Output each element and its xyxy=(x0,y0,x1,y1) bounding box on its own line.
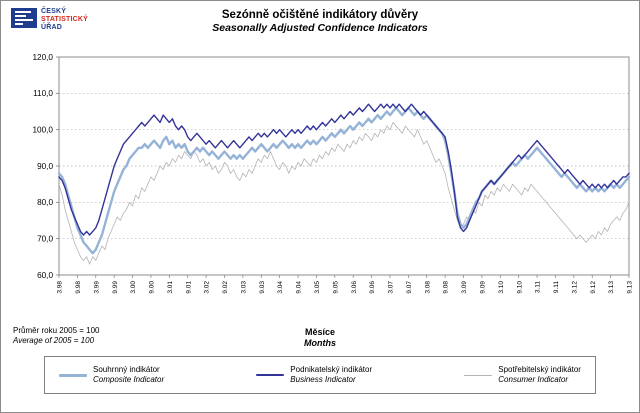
legend-label-composite-en: Composite Indicator xyxy=(93,375,165,384)
composite-line-swatch xyxy=(59,373,87,377)
legend-label-business: Podnikatelský indikátor Business Indicat… xyxy=(290,365,372,385)
svg-text:9.09: 9.09 xyxy=(480,281,487,294)
xaxis-title: Měsíce Months xyxy=(1,324,639,349)
footnote-cs: Průměr roku 2005 = 100 xyxy=(13,326,100,335)
svg-text:9.98: 9.98 xyxy=(75,281,82,294)
svg-text:70,0: 70,0 xyxy=(37,234,53,243)
svg-text:3.02: 3.02 xyxy=(204,281,211,294)
svg-text:9.05: 9.05 xyxy=(332,281,339,294)
svg-text:3.07: 3.07 xyxy=(388,281,395,294)
svg-text:3.00: 3.00 xyxy=(130,281,137,294)
confidence-indicators-chart: 60,0 70,0 80,0 90,0 100,0 110,0 120,0 3.98 9.98 3… xyxy=(33,53,634,294)
legend: Souhrnný indikátor Composite Indicator P… xyxy=(44,356,596,394)
svg-text:3.98: 3.98 xyxy=(57,281,64,294)
legend-item-business: Podnikatelský indikátor Business Indicat… xyxy=(256,365,372,385)
svg-text:9.01: 9.01 xyxy=(185,281,192,294)
czso-logo: ČESKÝ STATISTICKÝ ÚŘAD xyxy=(11,8,88,32)
header: ČESKÝ STATISTICKÝ ÚŘAD Sezónně očištěné … xyxy=(1,1,639,49)
czso-logo-text: ČESKÝ STATISTICKÝ ÚŘAD xyxy=(41,8,88,32)
svg-text:3.12: 3.12 xyxy=(571,281,578,294)
svg-text:3.99: 3.99 xyxy=(93,281,100,294)
legend-label-consumer: Spotřebitelský indikátor Consumer Indica… xyxy=(498,365,581,385)
logo-line-3: ÚŘAD xyxy=(41,24,63,31)
legend-label-consumer-en: Consumer Indicator xyxy=(498,375,569,384)
svg-text:110,0: 110,0 xyxy=(33,89,53,98)
svg-text:3.11: 3.11 xyxy=(535,281,542,294)
chart-area: 60,0 70,0 80,0 90,0 100,0 110,0 120,0 3.98 9.98 3… xyxy=(1,49,639,322)
chart-title-cs: Sezónně očištěné indikátory důvěry xyxy=(221,9,419,21)
svg-text:100,0: 100,0 xyxy=(33,125,54,134)
svg-text:3.06: 3.06 xyxy=(351,281,358,294)
czso-logo-mark-icon xyxy=(11,8,37,28)
legend-label-composite-cs: Souhrnný indikátor xyxy=(93,365,160,374)
svg-text:3.08: 3.08 xyxy=(424,281,431,294)
footnote: Průměr roku 2005 = 100 Average of 2005 =… xyxy=(13,326,100,346)
svg-text:9.07: 9.07 xyxy=(406,281,413,294)
svg-text:9.03: 9.03 xyxy=(259,281,266,294)
logo-line-1: ČESKÝ xyxy=(41,8,67,15)
legend-label-business-en: Business Indicator xyxy=(290,375,356,384)
legend-item-composite: Souhrnný indikátor Composite Indicator xyxy=(59,365,164,385)
svg-text:90,0: 90,0 xyxy=(37,162,53,171)
legend-label-composite: Souhrnný indikátor Composite Indicator xyxy=(93,365,164,385)
business-line-swatch xyxy=(256,374,285,376)
svg-text:9.12: 9.12 xyxy=(590,281,597,294)
svg-text:120,0: 120,0 xyxy=(33,53,54,62)
svg-text:9.04: 9.04 xyxy=(296,281,303,294)
axis-row: Průměr roku 2005 = 100 Average of 2005 =… xyxy=(1,324,639,354)
svg-text:3.05: 3.05 xyxy=(314,281,321,294)
svg-text:3.10: 3.10 xyxy=(498,281,505,294)
svg-text:9.11: 9.11 xyxy=(553,281,560,294)
svg-text:9.10: 9.10 xyxy=(516,281,523,294)
legend-label-business-cs: Podnikatelský indikátor xyxy=(290,365,373,374)
svg-text:3.13: 3.13 xyxy=(608,281,615,294)
consumer-line-swatch xyxy=(464,374,493,376)
xaxis-title-en: Months xyxy=(304,338,336,348)
svg-text:9.02: 9.02 xyxy=(222,281,229,294)
chart-title-en: Seasonally Adjusted Confidence Indicator… xyxy=(212,22,428,34)
svg-text:60,0: 60,0 xyxy=(37,271,53,280)
svg-text:80,0: 80,0 xyxy=(37,198,53,207)
svg-text:3.01: 3.01 xyxy=(167,281,174,294)
legend-item-consumer: Spotřebitelský indikátor Consumer Indica… xyxy=(464,365,581,385)
svg-text:9.06: 9.06 xyxy=(369,281,376,294)
svg-text:3.03: 3.03 xyxy=(240,281,247,294)
legend-label-consumer-cs: Spotřebitelský indikátor xyxy=(498,365,581,374)
svg-text:9.99: 9.99 xyxy=(112,281,119,294)
svg-text:3.04: 3.04 xyxy=(277,281,284,294)
logo-line-2: STATISTICKÝ xyxy=(41,16,89,23)
chart-titles: Sezónně očištěné indikátory důvěry Seaso… xyxy=(1,9,639,34)
svg-text:3.09: 3.09 xyxy=(461,281,468,294)
xaxis-title-cs: Měsíce xyxy=(304,327,336,337)
svg-text:9.13: 9.13 xyxy=(627,281,634,294)
svg-text:9.00: 9.00 xyxy=(149,281,156,294)
svg-text:9.08: 9.08 xyxy=(443,281,450,294)
footnote-en: Average of 2005 = 100 xyxy=(13,336,95,345)
